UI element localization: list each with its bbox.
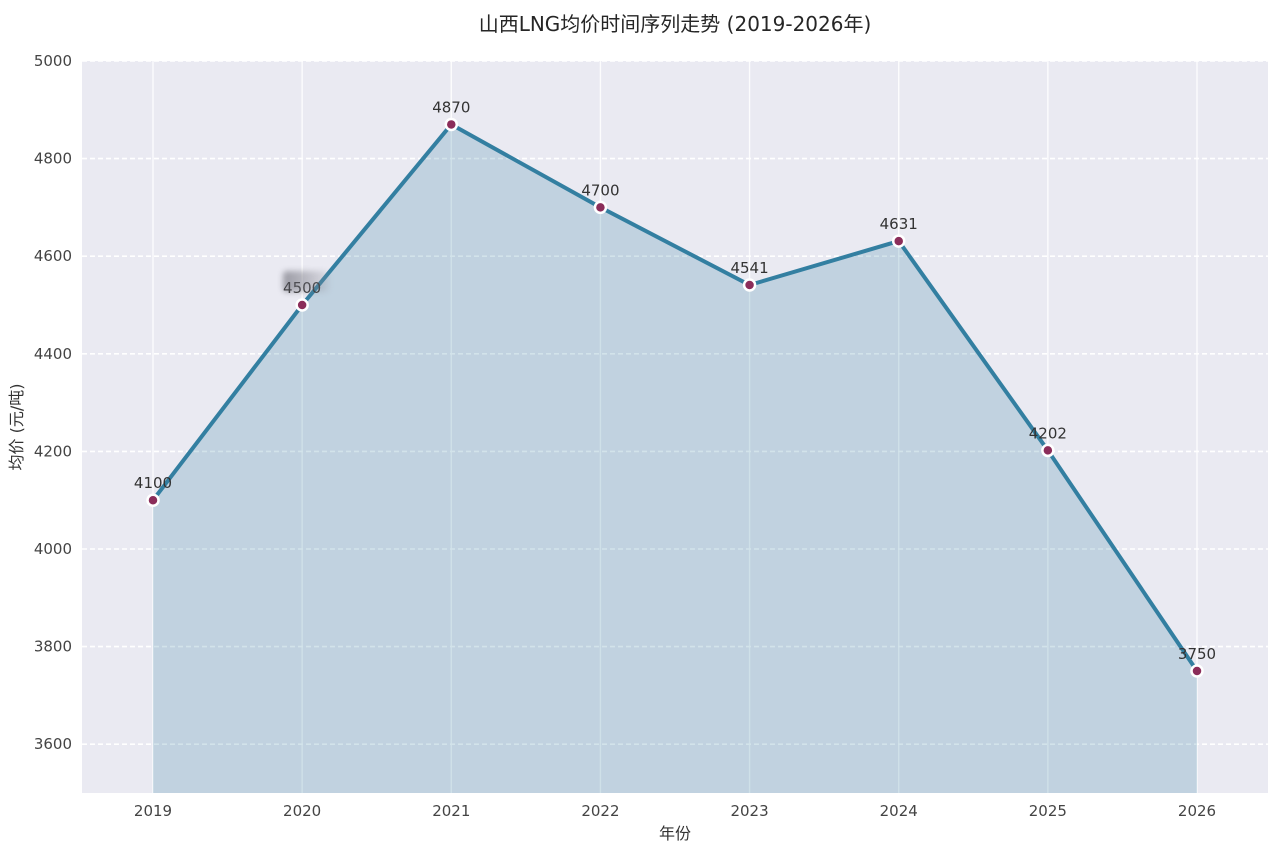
data-point-label: 4500 [283,279,321,297]
data-point-label: 4700 [581,181,619,199]
area-fill [153,124,1197,793]
data-point-marker [295,298,309,312]
x-tick-label: 2023 [730,802,768,820]
gridlines [82,60,1268,793]
data-point-label: 4541 [730,259,768,277]
data-point-label: 4870 [432,98,470,116]
y-tick-label: 5000 [34,52,72,70]
x-tick-label: 2020 [283,802,321,820]
x-tick-label: 2025 [1029,802,1067,820]
y-tick-label: 4200 [34,442,72,460]
data-point-marker [1041,443,1055,458]
x-tick-label: 2022 [581,802,619,820]
data-point-marker [146,493,160,507]
y-axis-tick-labels: 3600 3800 4000 4200 4400 4600 4800 5000 [34,52,72,753]
data-point-label: 3750 [1178,645,1216,663]
data-point-markers [146,117,1204,678]
data-point-label: 4100 [134,474,172,492]
y-tick-label: 4600 [34,247,72,265]
chart-title: 山西LNG均价时间序列走势 (2019-2026年) [479,12,872,36]
y-tick-label: 4400 [34,345,72,363]
data-point-marker [1190,664,1204,678]
x-axis-title: 年份 [659,824,691,843]
y-tick-label: 3800 [34,638,72,656]
plot-area-background [82,61,1268,793]
y-tick-label: 4000 [34,540,72,558]
data-point-marker [593,200,608,215]
data-point-label: 4202 [1029,424,1067,442]
data-point-label: 4631 [880,215,918,233]
y-tick-label: 3600 [34,735,72,753]
x-tick-label: 2019 [134,802,172,820]
x-axis-tick-labels: 2019 2020 2021 2022 2023 2024 2025 2026 [134,802,1216,820]
x-tick-label: 2021 [432,802,470,820]
data-point-marker [444,117,459,132]
y-tick-label: 4800 [34,150,72,168]
y-axis-title: 均价 (元/吨) [7,384,26,471]
x-tick-label: 2026 [1178,802,1216,820]
data-point-marker [891,234,906,248]
data-point-marker [742,278,757,292]
x-tick-label: 2024 [880,802,918,820]
